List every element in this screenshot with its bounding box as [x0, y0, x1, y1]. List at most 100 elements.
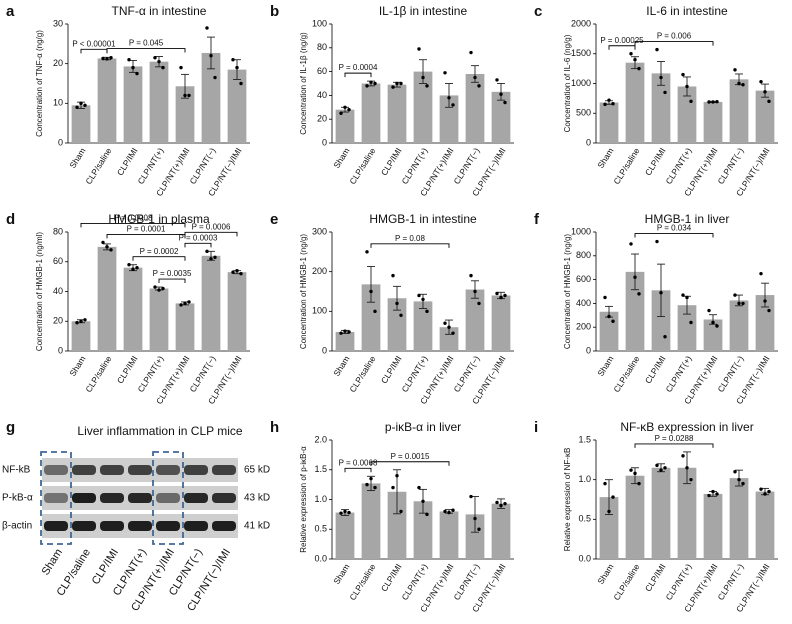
data-point — [391, 273, 395, 278]
blot-size-label: 43 kD — [244, 493, 270, 504]
bar — [97, 246, 117, 351]
data-point — [637, 481, 641, 486]
data-point — [499, 503, 503, 508]
data-point — [707, 100, 711, 104]
blot-band — [128, 465, 152, 475]
data-point — [659, 290, 663, 295]
data-point — [343, 509, 347, 514]
data-point — [637, 292, 641, 296]
y-axis-label: Concentration of HMGB-1 (ng/ml) — [35, 232, 44, 351]
blot-band — [128, 521, 152, 531]
significance-bracket — [106, 233, 186, 239]
y-tick-label: 60 — [317, 66, 327, 76]
data-point — [689, 477, 693, 482]
chart-title: HMGB-1 in plasma — [108, 212, 210, 226]
chart-title: IL-1β in intestine — [379, 4, 468, 18]
significance-bracket — [184, 231, 238, 237]
data-point — [339, 111, 343, 115]
y-tick-label: 0.0 — [314, 553, 327, 563]
significance-bracket — [106, 48, 186, 53]
data-point — [447, 96, 451, 100]
y-tick-label: 0 — [58, 137, 63, 147]
data-point — [373, 485, 377, 490]
data-point — [347, 510, 351, 515]
data-point — [741, 301, 745, 306]
data-point — [681, 293, 685, 297]
data-point — [231, 58, 235, 62]
data-point — [83, 103, 87, 108]
x-tick-label: Sham — [67, 146, 87, 170]
data-point — [469, 273, 473, 278]
data-point — [715, 492, 719, 496]
data-point — [763, 299, 767, 303]
data-point — [109, 248, 113, 252]
x-tick-label: Sham — [331, 146, 351, 170]
data-point — [395, 301, 399, 306]
y-tick-label: 2000 — [571, 18, 591, 28]
data-point — [741, 481, 745, 486]
bar — [227, 69, 247, 143]
data-point — [83, 318, 87, 322]
data-point — [447, 325, 451, 329]
bar — [703, 101, 723, 143]
blot-band — [212, 521, 236, 531]
blot-band — [156, 521, 180, 531]
data-point — [339, 511, 343, 515]
lane-highlight — [152, 451, 184, 545]
y-axis-label: Concentration of IL-1β (ng/g) — [299, 32, 308, 135]
data-point — [365, 482, 369, 487]
data-point — [239, 81, 243, 86]
data-point — [741, 82, 745, 87]
data-point — [767, 489, 771, 494]
panel-label: e — [270, 211, 278, 228]
bar — [651, 73, 671, 143]
y-tick-label: 60 — [53, 256, 63, 266]
data-point — [637, 66, 641, 71]
significance-bracket — [634, 233, 714, 238]
bar — [201, 255, 221, 351]
x-tick-label: CLP/IMI — [643, 146, 668, 177]
data-point — [79, 319, 83, 323]
significance-bracket — [158, 278, 186, 284]
data-point — [451, 103, 455, 107]
data-point — [231, 270, 235, 274]
bar — [465, 514, 485, 559]
significance-bracket — [608, 45, 636, 50]
data-point — [603, 295, 607, 300]
bar — [703, 493, 723, 559]
data-point — [715, 99, 719, 104]
x-tick-label: CLP/saline — [83, 146, 113, 186]
bar — [729, 478, 749, 559]
bar — [387, 491, 407, 559]
data-point — [495, 291, 499, 296]
y-tick-label: 80 — [317, 42, 327, 52]
data-point — [373, 81, 377, 86]
p-value: P = 0.0068 — [339, 458, 378, 467]
bar — [625, 62, 645, 143]
data-point — [689, 99, 693, 104]
significance-bracket — [80, 48, 108, 54]
chart-title: p-iκB-α in liver — [385, 420, 461, 434]
p-value: P = 0.00025 — [600, 36, 644, 45]
chart-title: TNF-α in intestine — [112, 4, 207, 18]
data-point — [469, 50, 473, 55]
blot-band — [72, 521, 96, 531]
bar — [729, 300, 749, 351]
data-point — [659, 468, 663, 472]
data-point — [443, 509, 447, 514]
x-tick-label: CLP/saline — [83, 354, 113, 394]
chart-title: HMGB-1 in liver — [645, 212, 730, 226]
p-value: P = 0.08 — [395, 234, 425, 243]
bar — [625, 475, 645, 559]
panel-label: a — [6, 3, 15, 20]
y-axis-label: Concentration of HMGB-1 (ng/g) — [299, 234, 308, 349]
data-point — [503, 501, 507, 506]
y-tick-label: 1000 — [571, 226, 591, 236]
data-point — [101, 56, 105, 61]
data-point — [503, 293, 507, 298]
bar — [465, 73, 485, 143]
data-point — [343, 105, 347, 110]
y-tick-label: 0 — [58, 345, 63, 355]
x-tick-label: Sham — [595, 146, 615, 170]
data-point — [603, 102, 607, 107]
